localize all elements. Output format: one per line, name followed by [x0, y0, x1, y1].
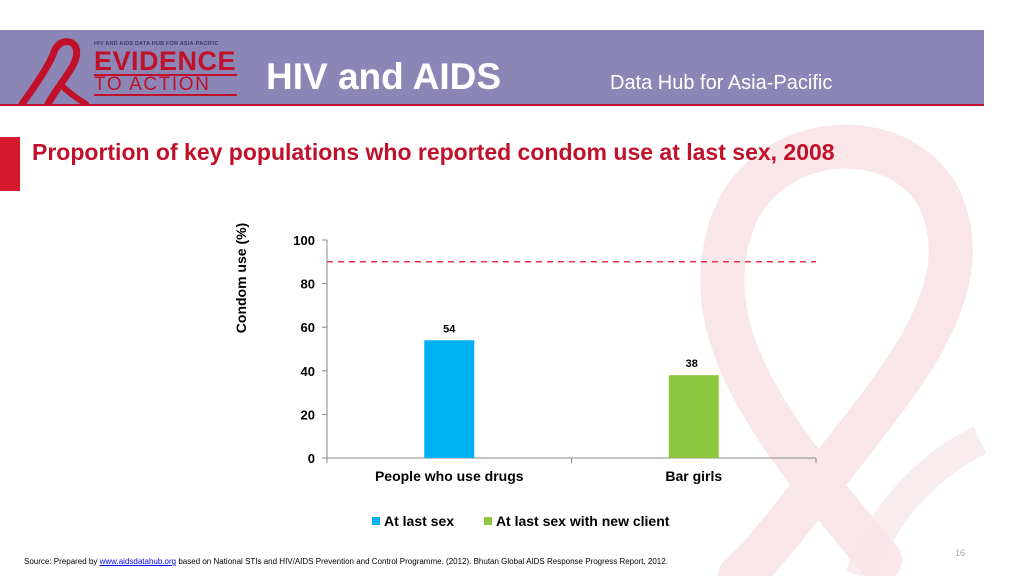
- evidence-to-action-logo: HIV AND AIDS DATA HUB FOR ASIA-PACIFIC E…: [14, 36, 244, 106]
- y-tick-label: 20: [301, 407, 315, 422]
- source-suffix: based on National STIs and HIV/AIDS Prev…: [176, 557, 668, 566]
- y-tick-label: 100: [293, 233, 315, 248]
- logo-rule-bottom: [94, 94, 237, 96]
- header-title: HIV and AIDS: [266, 56, 502, 97]
- chart-legend: At last sex At last sex with new client: [372, 513, 695, 529]
- legend-item-new-client: At last sex with new client: [483, 513, 670, 529]
- source-link[interactable]: www.aidsdatahub.org: [99, 557, 177, 566]
- header-divider: [0, 104, 984, 106]
- title-accent-bar: [0, 137, 20, 191]
- logo-to-action-text: TO ACTION: [94, 74, 211, 95]
- x-tick-label: Bar girls: [665, 468, 722, 484]
- y-tick-label: 60: [301, 320, 315, 335]
- y-axis-label: Condom use (%): [233, 223, 249, 333]
- logo-tagline: HIV AND AIDS DATA HUB FOR ASIA-PACIFIC: [94, 41, 219, 47]
- legend-label: At last sex: [384, 513, 455, 529]
- red-ribbon-icon: [18, 38, 89, 106]
- bar-chart: Condom use (%) 0 20 40 60 80 100 People who us…: [233, 223, 817, 484]
- legend-swatch-green: [483, 517, 492, 525]
- logo-evidence-text: EVIDENCE: [94, 46, 237, 76]
- y-tick-label: 40: [301, 364, 315, 379]
- data-label: 54: [443, 323, 456, 335]
- page-number: 16: [955, 548, 966, 558]
- legend-item-at-last-sex: At last sex: [372, 513, 454, 529]
- x-tick-label: People who use drugs: [375, 468, 524, 484]
- source-prefix: Source: Prepared by: [24, 557, 100, 566]
- header-subtitle: Data Hub for Asia-Pacific: [610, 72, 833, 94]
- legend-swatch-blue: [372, 517, 380, 525]
- bar: [668, 375, 719, 458]
- data-label: 38: [686, 358, 698, 370]
- slide-title: Proportion of key populations who report…: [32, 139, 835, 165]
- legend-label: At last sex with new client: [495, 513, 670, 529]
- y-tick-label: 80: [301, 277, 315, 292]
- bar: [424, 340, 475, 458]
- source-note: Source: Prepared by www.aidsdatahub.org …: [24, 557, 668, 566]
- header-band: [0, 30, 984, 104]
- y-tick-label: 0: [308, 451, 315, 466]
- logo-rule-top: [94, 74, 237, 76]
